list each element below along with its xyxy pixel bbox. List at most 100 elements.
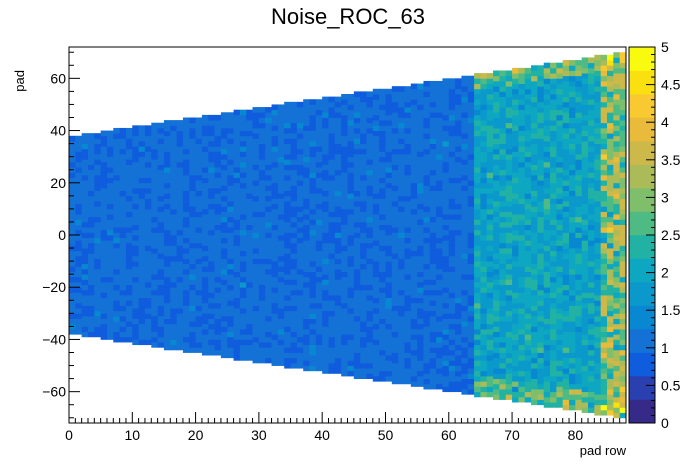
heatmap-cell (480, 219, 488, 225)
heatmap-cell (607, 80, 614, 87)
heatmap-cell (75, 156, 83, 163)
heatmap-cell (607, 154, 614, 160)
heatmap-cell (455, 245, 462, 252)
heatmap-cell (233, 318, 241, 325)
heatmap-cell (594, 383, 602, 390)
heatmap-cell (353, 310, 361, 317)
heatmap-cell (436, 190, 443, 197)
heatmap-cell (613, 188, 621, 194)
heatmap-cell (119, 289, 127, 296)
heatmap-cell (176, 240, 184, 246)
heatmap-cell (322, 107, 329, 113)
heatmap-cell (474, 297, 481, 304)
heatmap-cell (151, 159, 159, 165)
heatmap-cell (252, 227, 260, 233)
heatmap-cell (518, 349, 526, 356)
heatmap-cell (569, 86, 576, 92)
heatmap-cell (594, 295, 602, 301)
heatmap-cell (220, 263, 228, 270)
heatmap-cell (499, 279, 507, 286)
heatmap-cell (341, 120, 348, 126)
heatmap-cell (398, 159, 405, 165)
heatmap-cell (575, 75, 583, 82)
heatmap-cell (328, 295, 336, 301)
heatmap-cell (385, 99, 393, 105)
heatmap-cell (619, 141, 627, 147)
heatmap-cell (176, 172, 184, 178)
heatmap-cell (322, 347, 329, 353)
heatmap-cell (290, 326, 298, 333)
heatmap-cell (303, 250, 310, 257)
heatmap-cell (334, 159, 342, 165)
heatmap-cell (385, 245, 393, 252)
heatmap-cell (277, 120, 285, 126)
heatmap-cell (214, 235, 222, 241)
heatmap-cell (176, 313, 184, 319)
heatmap-cell (353, 154, 361, 160)
heatmap-cell (543, 167, 551, 173)
heatmap-cell (404, 237, 412, 244)
heatmap-cell (613, 52, 621, 58)
heatmap-cell (594, 159, 602, 165)
heatmap-cell (467, 378, 475, 385)
heatmap-cell (480, 141, 488, 147)
heatmap-cell (246, 261, 253, 267)
heatmap-cell (252, 133, 260, 139)
colorbar-tick-label: 2.5 (661, 227, 681, 243)
heatmap-cell (575, 331, 583, 338)
heatmap-cell (246, 318, 253, 325)
heatmap-cell (607, 357, 614, 364)
heatmap-cell (518, 88, 526, 95)
heatmap-cell (214, 240, 222, 246)
heatmap-cell (575, 154, 583, 160)
heatmap-cell (442, 297, 450, 304)
heatmap-cell (619, 282, 627, 288)
heatmap-cell (556, 88, 564, 95)
heatmap-cell (429, 86, 437, 92)
heatmap-cell (404, 107, 412, 113)
heatmap-cell (322, 232, 329, 239)
heatmap-cell (417, 339, 424, 346)
heatmap-cell (493, 258, 500, 265)
heatmap-cell (398, 195, 405, 202)
heatmap-cell (486, 120, 494, 126)
heatmap-cell (417, 318, 424, 325)
heatmap-cell (379, 271, 386, 278)
heatmap-cell (607, 373, 614, 380)
heatmap-cell (575, 336, 583, 343)
heatmap-cell (499, 347, 507, 353)
heatmap-cell (366, 362, 374, 369)
heatmap-cell (163, 297, 171, 304)
heatmap-cell (493, 237, 500, 244)
heatmap-cell (410, 245, 418, 252)
heatmap-cell (360, 253, 367, 259)
heatmap-cell (600, 107, 608, 113)
heatmap-cell (448, 229, 456, 236)
heatmap-cell (201, 271, 209, 278)
heatmap-cell (284, 159, 291, 165)
heatmap-cell (81, 185, 89, 192)
heatmap-cell (613, 250, 621, 257)
heatmap-cell (315, 271, 323, 278)
heatmap-cell (125, 279, 133, 286)
heatmap-cell (277, 219, 285, 225)
heatmap-cell (594, 211, 602, 218)
heatmap-cell (81, 253, 89, 259)
heatmap-cell (429, 342, 437, 348)
heatmap-cell (404, 154, 412, 160)
heatmap-cell (550, 104, 557, 111)
heatmap-cell (581, 266, 589, 272)
heatmap-cell (486, 151, 494, 158)
heatmap-cell (195, 216, 203, 223)
heatmap-cell (132, 282, 140, 288)
heatmap-cell (436, 342, 443, 348)
heatmap-cell (214, 318, 222, 325)
heatmap-cell (467, 352, 475, 359)
heatmap-cell (391, 154, 399, 160)
heatmap-cell (138, 161, 146, 168)
heatmap-cell (271, 151, 279, 158)
heatmap-cell (588, 57, 595, 64)
heatmap-cell (423, 237, 431, 244)
heatmap-cell (303, 276, 310, 283)
heatmap-cell (448, 172, 456, 178)
